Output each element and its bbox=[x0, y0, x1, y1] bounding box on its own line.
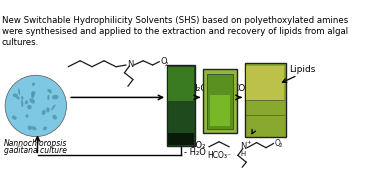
Ellipse shape bbox=[12, 115, 17, 120]
Text: N: N bbox=[127, 60, 133, 69]
Bar bbox=[203, 69, 237, 133]
Text: O: O bbox=[274, 139, 280, 148]
Bar bbox=[168, 67, 194, 102]
Ellipse shape bbox=[42, 110, 46, 115]
Text: H₂O: H₂O bbox=[191, 84, 208, 93]
Text: Lipids: Lipids bbox=[289, 64, 315, 74]
Ellipse shape bbox=[21, 96, 23, 100]
Ellipse shape bbox=[29, 98, 35, 104]
Ellipse shape bbox=[12, 93, 18, 97]
Ellipse shape bbox=[27, 105, 32, 109]
Ellipse shape bbox=[21, 100, 23, 107]
Text: gaditana culture: gaditana culture bbox=[4, 146, 67, 155]
Bar bbox=[168, 133, 194, 145]
Bar bbox=[210, 95, 230, 126]
Ellipse shape bbox=[32, 83, 35, 86]
Bar bbox=[246, 66, 284, 100]
Circle shape bbox=[5, 75, 67, 137]
Ellipse shape bbox=[46, 107, 50, 112]
Ellipse shape bbox=[18, 88, 20, 95]
Ellipse shape bbox=[28, 126, 32, 130]
Text: Nannochloropsis: Nannochloropsis bbox=[4, 139, 68, 148]
Text: New Switchable Hydrophilicity Solvents (SHS) based on polyethoxylated amines
wer: New Switchable Hydrophilicity Solvents (… bbox=[2, 16, 348, 48]
Text: 2: 2 bbox=[279, 143, 282, 149]
Ellipse shape bbox=[47, 95, 50, 100]
Ellipse shape bbox=[25, 100, 28, 104]
Ellipse shape bbox=[31, 91, 34, 99]
Text: CO₂: CO₂ bbox=[232, 84, 249, 93]
Text: +: + bbox=[246, 140, 251, 145]
Text: N: N bbox=[241, 142, 247, 151]
Bar bbox=[245, 63, 285, 137]
Ellipse shape bbox=[16, 96, 20, 99]
Ellipse shape bbox=[53, 115, 57, 120]
Ellipse shape bbox=[52, 95, 59, 99]
Ellipse shape bbox=[43, 126, 47, 130]
Text: H: H bbox=[240, 151, 246, 157]
Ellipse shape bbox=[51, 104, 56, 110]
Ellipse shape bbox=[25, 114, 28, 118]
Ellipse shape bbox=[47, 89, 52, 93]
Text: HCO₃⁻: HCO₃⁻ bbox=[207, 151, 231, 160]
Text: 2: 2 bbox=[164, 62, 168, 67]
Ellipse shape bbox=[33, 91, 36, 96]
Text: O: O bbox=[160, 57, 167, 66]
Text: - CO₂: - CO₂ bbox=[184, 142, 206, 151]
Bar bbox=[167, 65, 195, 146]
Bar bbox=[207, 74, 233, 129]
Text: - H₂O: - H₂O bbox=[184, 148, 206, 157]
Ellipse shape bbox=[31, 126, 37, 130]
